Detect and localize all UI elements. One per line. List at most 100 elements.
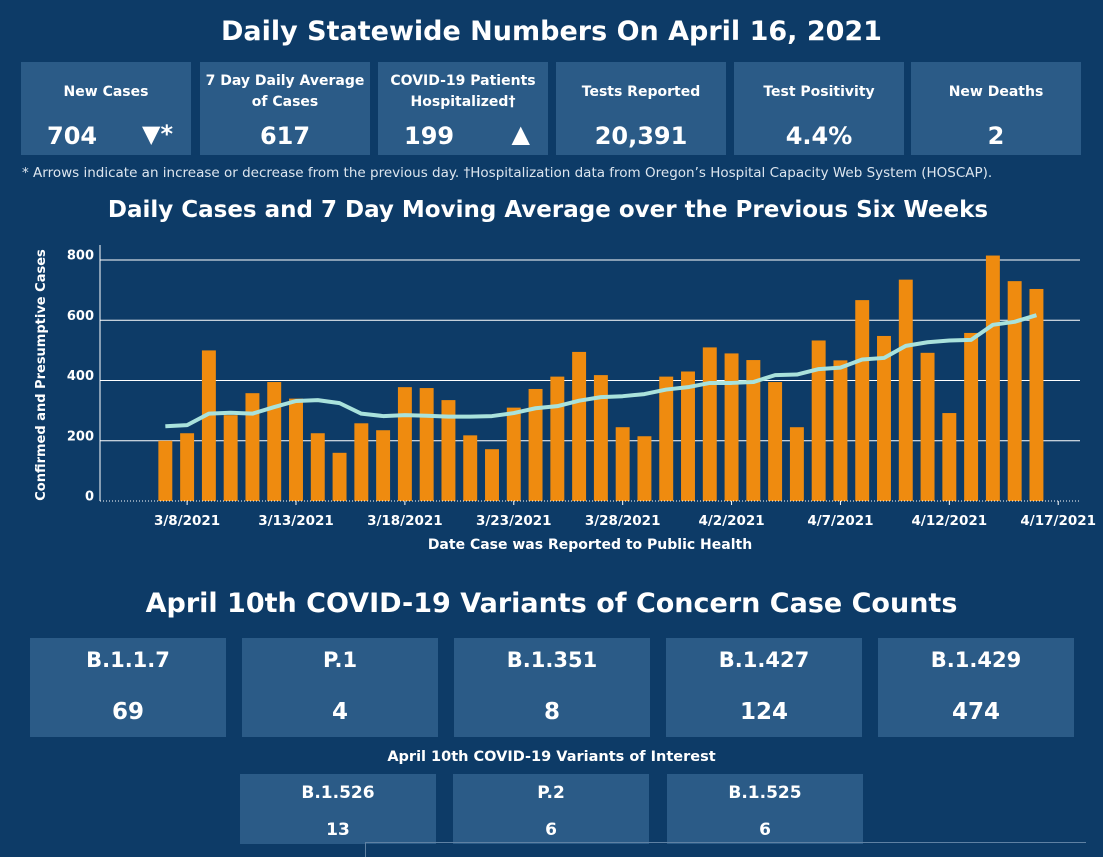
variant-count: 8 [543, 699, 560, 725]
variant-card: B.1.429 474 [878, 638, 1074, 737]
page-title: Daily Statewide Numbers On April 16, 202… [221, 16, 882, 47]
variant-card: B.1.351 8 [454, 638, 650, 737]
kpi-value: 617 [259, 122, 311, 150]
kpi-label: COVID-19 Patients Hospitalized† [390, 73, 536, 110]
bar [964, 332, 979, 501]
kpi-value: 704 [47, 122, 98, 150]
variant-card: B.1.525 6 [667, 774, 863, 844]
variant-card: P.2 6 [453, 774, 649, 844]
variant-count: 13 [326, 820, 350, 840]
bar [681, 371, 695, 501]
bar [702, 347, 717, 501]
variants-interest-title: April 10th COVID-19 Variants of Interest [387, 749, 716, 765]
variant-name: B.1.1.7 [86, 648, 170, 672]
variant-name: B.1.525 [728, 783, 802, 803]
bar [877, 335, 891, 501]
kpi-card: New Deaths 2 [911, 62, 1081, 155]
bar [245, 393, 260, 501]
bar [289, 398, 303, 501]
bar [898, 279, 913, 501]
bar [833, 360, 848, 501]
kpi-label: New Deaths [948, 83, 1044, 100]
variant-count: 4 [331, 699, 348, 725]
bar [1007, 281, 1022, 501]
variant-count: 6 [545, 820, 557, 840]
x-tick-label: 4/17/2021 [1020, 513, 1096, 529]
variant-name: P.1 [322, 648, 358, 672]
x-tick-label: 4/7/2021 [807, 513, 873, 529]
variant-name: B.1.427 [718, 648, 810, 672]
bar [789, 427, 804, 501]
variant-name: B.1.351 [506, 648, 598, 672]
variant-name: B.1.526 [301, 783, 375, 803]
y-tick-label: 200 [67, 429, 94, 444]
footnote: * Arrows indicate an increase or decreas… [22, 165, 993, 181]
kpi-value: 20,391 [594, 122, 688, 150]
bar [354, 423, 369, 501]
bar [615, 427, 630, 501]
frame-edge [365, 842, 1086, 857]
variant-count: 6 [759, 820, 771, 840]
variant-card: P.1 4 [242, 638, 438, 737]
bar [310, 433, 325, 501]
x-tick-label: 3/13/2021 [258, 513, 334, 529]
variant-card: B.1.526 13 [240, 774, 436, 844]
kpi-card: 7 Day Daily Average of Cases 617 [200, 62, 370, 155]
bar [528, 388, 543, 501]
kpi-label: Test Positivity [763, 83, 875, 100]
y-tick-label: 800 [67, 249, 94, 264]
variant-count: 69 [111, 699, 144, 725]
kpi-label: Tests Reported [581, 83, 701, 100]
moving-average-line [165, 313, 1038, 429]
bar [223, 415, 238, 501]
x-tick-label: 3/23/2021 [476, 513, 552, 529]
bar [746, 360, 761, 501]
kpi-value: 2 [987, 122, 1005, 150]
variant-name: B.1.429 [930, 648, 1022, 672]
bar [441, 400, 456, 501]
bar [332, 452, 347, 501]
kpi-arrow: ▲ [511, 120, 530, 148]
chart-title: Daily Cases and 7 Day Moving Average ove… [108, 197, 988, 223]
variant-count: 474 [951, 699, 1000, 725]
chart: Daily Cases and 7 Day Moving Average ove… [34, 197, 1096, 553]
variant-card: B.1.427 124 [666, 638, 862, 737]
bar [985, 255, 1000, 501]
bar [267, 382, 282, 501]
bar [463, 435, 478, 501]
bar [180, 433, 195, 501]
x-tick-label: 3/8/2021 [154, 513, 220, 529]
x-tick-label: 3/18/2021 [367, 513, 443, 529]
x-tick-label: 4/12/2021 [912, 513, 988, 529]
bar [572, 351, 587, 501]
variant-card: B.1.1.7 69 [30, 638, 226, 737]
kpi-value: 199 [404, 122, 455, 150]
x-tick-label: 3/28/2021 [585, 513, 661, 529]
bar [397, 387, 412, 501]
kpi-label: 7 Day Daily Average of Cases [205, 73, 365, 110]
x-axis-title: Date Case was Reported to Public Health [428, 537, 752, 553]
kpi-value: 4.4% [785, 122, 853, 150]
y-tick-label: 400 [67, 369, 94, 384]
bar [419, 388, 434, 501]
bar [659, 376, 674, 501]
kpi-card: COVID-19 Patients Hospitalized† 199 ▲ [378, 62, 548, 155]
kpi-arrow: ▼* [141, 120, 173, 148]
kpi-card: Test Positivity 4.4% [734, 62, 904, 155]
bar [485, 449, 499, 501]
y-tick-label: 0 [85, 490, 94, 505]
x-tick-label: 4/2/2021 [698, 513, 764, 529]
variant-count: 124 [739, 699, 788, 725]
bar [811, 340, 826, 501]
bar [550, 376, 565, 501]
bar [593, 375, 608, 501]
variants-title: April 10th COVID-19 Variants of Concern … [145, 588, 958, 619]
bar [201, 350, 216, 501]
bar [768, 382, 783, 501]
kpi-label: New Cases [63, 83, 149, 100]
bar [376, 430, 391, 501]
y-tick-label: 600 [67, 309, 94, 324]
bar [1029, 288, 1044, 501]
variant-name: P.2 [537, 783, 565, 803]
